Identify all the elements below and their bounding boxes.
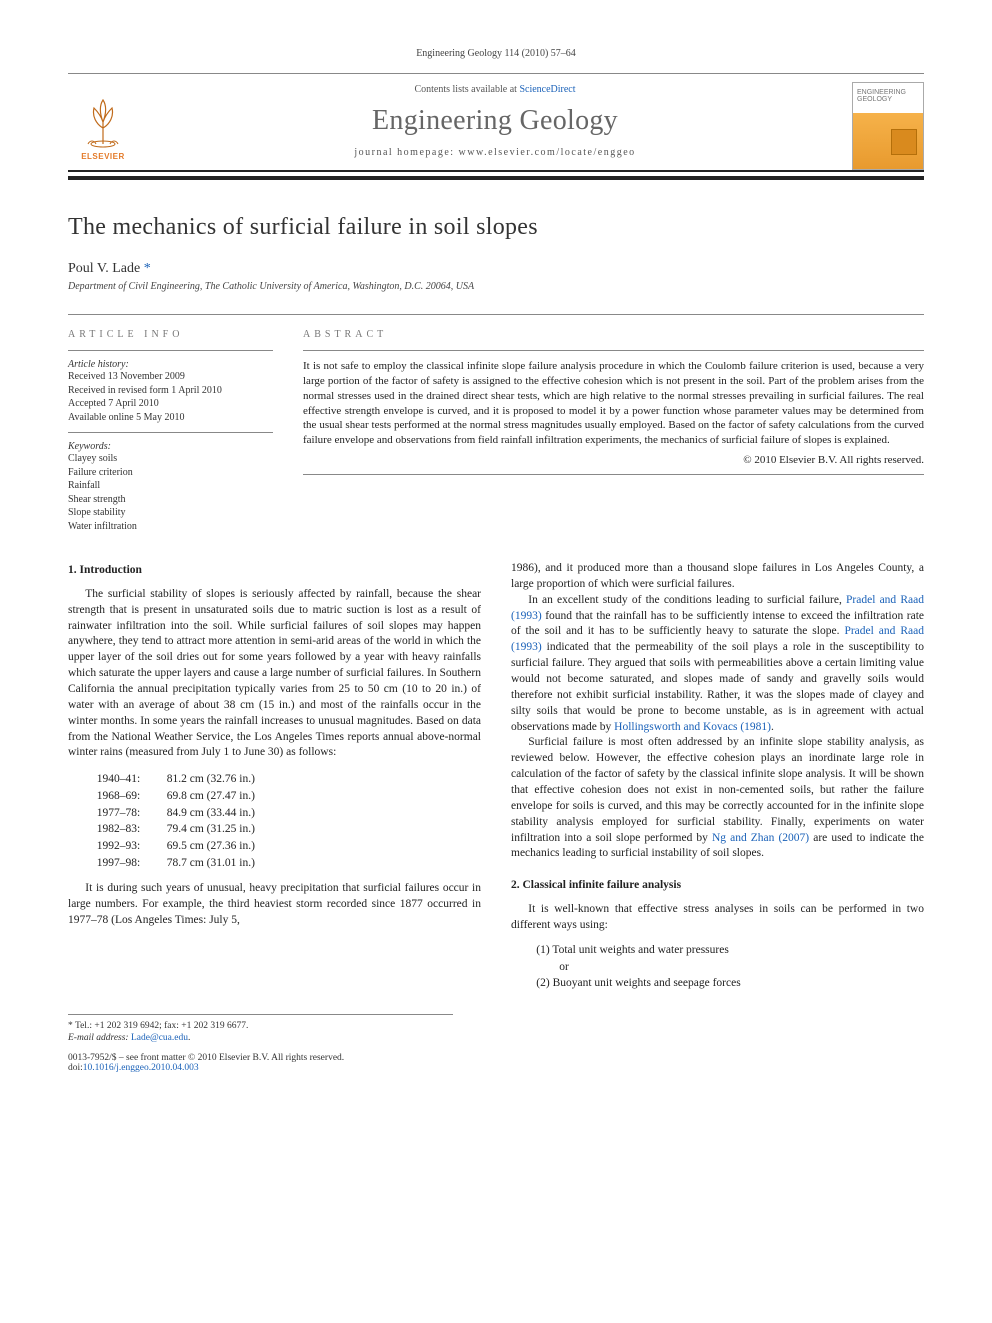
article-info-column: article info Article history: Received 1… <box>68 329 273 533</box>
info-abstract-row: article info Article history: Received 1… <box>68 314 924 533</box>
article-info-head: article info <box>68 329 273 340</box>
masthead-center: Contents lists available at ScienceDirec… <box>152 84 838 168</box>
abstract-copyright: © 2010 Elsevier B.V. All rights reserved… <box>303 454 924 466</box>
keyword: Slope stability <box>68 506 273 520</box>
rain-row: 1982–83:79.4 cm (31.25 in.) <box>97 821 481 838</box>
rain-year: 1997–98: <box>97 855 167 872</box>
body-two-column: 1. Introduction The surficial stability … <box>68 561 924 992</box>
history-line: Accepted 7 April 2010 <box>68 397 273 411</box>
front-matter-line: 0013-7952/$ – see front matter © 2010 El… <box>68 1053 453 1063</box>
rain-value: 69.8 cm (27.47 in.) <box>167 790 255 802</box>
rain-year: 1982–83: <box>97 821 167 838</box>
body-paragraph: It is well-known that effective stress a… <box>511 902 924 934</box>
doi-label: doi: <box>68 1063 83 1073</box>
rain-value: 79.4 cm (31.25 in.) <box>167 823 255 835</box>
body-paragraph: It is during such years of unusual, heav… <box>68 881 481 929</box>
body-paragraph: Surficial failure is most often addresse… <box>511 735 924 862</box>
running-head: Engineering Geology 114 (2010) 57–64 <box>68 48 924 59</box>
article-title: The mechanics of surficial failure in so… <box>68 214 924 241</box>
cover-graphic-icon <box>891 129 917 155</box>
corresponding-mark-link[interactable]: * <box>144 261 151 276</box>
corr-label: * Tel.: <box>68 1021 94 1031</box>
email-label: E-mail address: <box>68 1033 129 1043</box>
page-footer: * Tel.: +1 202 319 6942; fax: +1 202 319… <box>68 1014 453 1073</box>
doi-block: 0013-7952/$ – see front matter © 2010 El… <box>68 1053 453 1073</box>
abstract-column: abstract It is not safe to employ the cl… <box>303 329 924 533</box>
cover-title: ENGINEERING GEOLOGY <box>857 89 919 103</box>
body-paragraph: The surficial stability of slopes is ser… <box>68 587 481 761</box>
text-run: indicated that the permeability of the s… <box>511 641 924 732</box>
doi-line: doi:10.1016/j.enggeo.2010.04.003 <box>68 1063 453 1073</box>
masthead: ELSEVIER Contents lists available at Sci… <box>68 73 924 172</box>
rainfall-list: 1940–41:81.2 cm (32.76 in.) 1968–69:69.8… <box>97 771 481 871</box>
abstract-head: abstract <box>303 329 924 340</box>
body-paragraph: In an excellent study of the conditions … <box>511 593 924 736</box>
rain-value: 81.2 cm (32.76 in.) <box>167 773 255 785</box>
section-2-head: 2. Classical infinite failure analysis <box>511 878 924 894</box>
rain-value: 78.7 cm (31.01 in.) <box>167 857 255 869</box>
masthead-rule <box>68 176 924 180</box>
history-line: Available online 5 May 2010 <box>68 411 273 425</box>
contents-lists-line: Contents lists available at ScienceDirec… <box>152 84 838 95</box>
elsevier-logo: ELSEVIER <box>68 87 138 165</box>
keyword: Rainfall <box>68 479 273 493</box>
email-link[interactable]: Lade@cua.edu <box>131 1033 188 1043</box>
corresponding-author: * Tel.: +1 202 319 6942; fax: +1 202 319… <box>68 1021 453 1031</box>
keyword: Clayey soils <box>68 452 273 466</box>
rain-row: 1997–98:78.7 cm (31.01 in.) <box>97 855 481 872</box>
section-1-head: 1. Introduction <box>68 563 481 579</box>
homepage-url: www.elsevier.com/locate/enggeo <box>459 147 636 158</box>
divider <box>303 474 924 475</box>
contents-prefix: Contents lists available at <box>414 84 519 95</box>
sciencedirect-link[interactable]: ScienceDirect <box>519 84 575 95</box>
rain-year: 1992–93: <box>97 838 167 855</box>
citation-link[interactable]: Ng and Zhan (2007) <box>712 832 809 844</box>
list-item: (1) Total unit weights and water pressur… <box>536 942 924 959</box>
rain-year: 1977–78: <box>97 805 167 822</box>
keyword: Shear strength <box>68 493 273 507</box>
history-line: Received 13 November 2009 <box>68 370 273 384</box>
rain-year: 1968–69: <box>97 788 167 805</box>
journal-cover-thumbnail: ENGINEERING GEOLOGY <box>852 82 924 170</box>
list-or: or <box>559 959 924 976</box>
author-line: Poul V. Lade * <box>68 261 924 277</box>
body-paragraph-continued: 1986), and it produced more than a thous… <box>511 561 924 593</box>
rain-row: 1968–69:69.8 cm (27.47 in.) <box>97 788 481 805</box>
corr-tel: +1 202 319 6942; fax: +1 202 319 6677. <box>94 1021 248 1031</box>
elsevier-wordmark: ELSEVIER <box>81 152 125 161</box>
keyword: Failure criterion <box>68 466 273 480</box>
divider <box>303 350 924 351</box>
journal-homepage-line: journal homepage: www.elsevier.com/locat… <box>152 147 838 158</box>
list-item: (2) Buoyant unit weights and seepage for… <box>536 975 924 992</box>
divider <box>68 350 273 351</box>
text-run: In an excellent study of the conditions … <box>528 594 846 606</box>
rain-value: 84.9 cm (33.44 in.) <box>167 807 255 819</box>
divider <box>68 432 273 433</box>
abstract-text: It is not safe to employ the classical i… <box>303 359 924 448</box>
journal-name: Engineering Geology <box>152 105 838 137</box>
keyword: Water infiltration <box>68 520 273 534</box>
rain-year: 1940–41: <box>97 771 167 788</box>
numbered-list: (1) Total unit weights and water pressur… <box>536 942 924 992</box>
affiliation: Department of Civil Engineering, The Cat… <box>68 281 924 292</box>
history-line: Received in revised form 1 April 2010 <box>68 384 273 398</box>
text-run: . <box>771 721 774 733</box>
rain-row: 1977–78:84.9 cm (33.44 in.) <box>97 805 481 822</box>
homepage-prefix: journal homepage: <box>354 147 458 158</box>
rain-value: 69.5 cm (27.36 in.) <box>167 840 255 852</box>
rain-row: 1992–93:69.5 cm (27.36 in.) <box>97 838 481 855</box>
rain-row: 1940–41:81.2 cm (32.76 in.) <box>97 771 481 788</box>
text-run: Surficial failure is most often addresse… <box>511 736 924 843</box>
elsevier-tree-icon <box>76 94 130 150</box>
history-label: Article history: <box>68 359 273 370</box>
doi-link[interactable]: 10.1016/j.enggeo.2010.04.003 <box>83 1063 199 1073</box>
email-line: E-mail address: Lade@cua.edu. <box>68 1033 453 1043</box>
citation-link[interactable]: Hollingsworth and Kovacs (1981) <box>614 721 771 733</box>
author-name: Poul V. Lade <box>68 261 140 276</box>
keywords-label: Keywords: <box>68 441 273 452</box>
